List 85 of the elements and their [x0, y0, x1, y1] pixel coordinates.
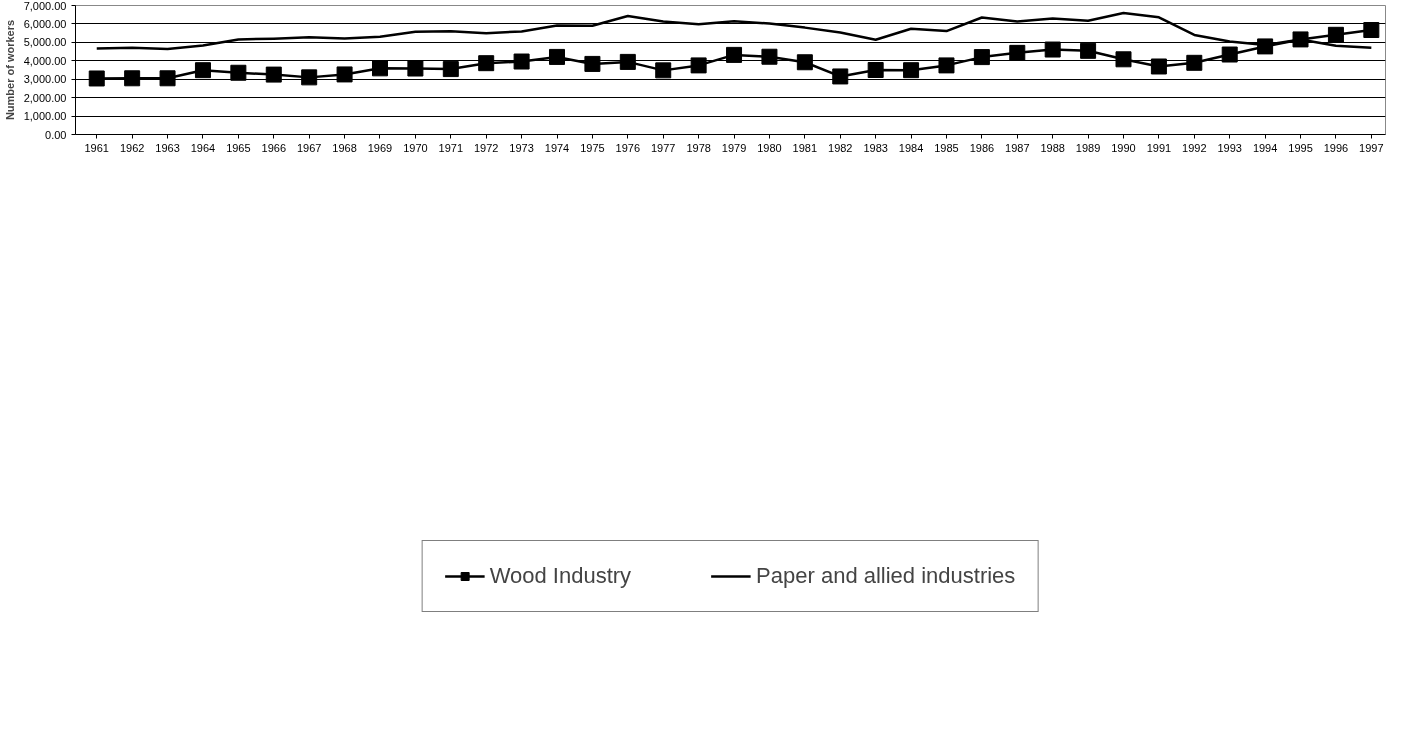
x-tick-label: 1986 — [969, 141, 995, 154]
x-tick-label: 1971 — [438, 141, 464, 154]
y-tick-label: 6,000.00 — [23, 17, 67, 30]
point — [549, 48, 566, 65]
point — [832, 68, 849, 85]
y-tick-label: 0.00 — [45, 128, 67, 141]
x-tick-label: 1975 — [580, 141, 605, 154]
x-tick-label: 1965 — [226, 141, 251, 154]
point — [407, 60, 424, 77]
point — [230, 64, 247, 81]
point — [867, 62, 884, 78]
x-tick-label: 1974 — [544, 141, 570, 154]
point — [371, 60, 388, 77]
x-tick-label: 1970 — [403, 141, 428, 154]
x-tick-label: 1976 — [615, 141, 641, 154]
point — [655, 62, 672, 79]
point — [1257, 38, 1274, 55]
point — [761, 48, 778, 65]
point — [584, 55, 601, 72]
x-tick-label: 1982 — [828, 141, 853, 154]
point — [1221, 46, 1238, 63]
point — [690, 57, 707, 74]
point — [903, 62, 920, 79]
y-tick-label: 2,000.00 — [23, 91, 67, 104]
point — [619, 53, 636, 70]
x-tick-label: 1963 — [155, 141, 180, 154]
point — [1044, 41, 1061, 58]
point — [1363, 22, 1380, 39]
x-tick-label: 1979 — [721, 141, 747, 154]
x-tick-label: 1964 — [190, 141, 216, 154]
point — [265, 66, 282, 83]
x-tick-label: 1991 — [1146, 141, 1172, 154]
point — [301, 69, 318, 86]
x-tick-label: 1966 — [261, 141, 287, 154]
legend-label: Wood Industry — [489, 562, 632, 589]
point — [159, 70, 176, 87]
point — [1009, 44, 1026, 61]
x-tick-label: 1962 — [119, 141, 145, 154]
point — [1186, 54, 1203, 71]
x-tick-label: 1981 — [792, 141, 818, 154]
point — [973, 49, 990, 66]
point — [726, 46, 743, 63]
x-tick-label: 1989 — [1075, 141, 1101, 154]
point — [336, 66, 353, 83]
x-tick-label: 1980 — [757, 141, 782, 154]
y-tick-label: 3,000.00 — [23, 73, 67, 86]
point — [513, 53, 530, 70]
point — [442, 61, 459, 78]
point — [938, 57, 955, 74]
point — [1327, 26, 1344, 43]
x-tick-label: 1961 — [84, 141, 109, 154]
x-tick-label: 1990 — [1111, 141, 1136, 154]
point — [194, 62, 211, 79]
point — [88, 70, 105, 87]
x-tick-label: 1987 — [1005, 141, 1030, 154]
x-tick-label: 1997 — [1359, 141, 1384, 154]
point — [124, 70, 141, 87]
x-tick-label: 1984 — [898, 141, 924, 154]
x-tick-label: 1985 — [934, 141, 959, 154]
y-tick-label: 1,000.00 — [23, 110, 67, 123]
point — [796, 54, 813, 71]
x-tick-label: 1983 — [863, 141, 888, 154]
point — [1292, 31, 1309, 48]
x-tick-label: 1972 — [473, 141, 499, 154]
x-tick-label: 1968 — [332, 141, 357, 154]
x-tick-label: 1967 — [296, 141, 322, 154]
x-tick-label: 1992 — [1182, 141, 1207, 154]
point — [1150, 58, 1167, 75]
y-tick-label: 4,000.00 — [23, 54, 67, 67]
y-tick-label: 5,000.00 — [23, 36, 67, 49]
y-axis-title: Number of workers — [3, 19, 16, 121]
x-tick-label: 1978 — [686, 141, 711, 154]
x-tick-label: 1993 — [1217, 141, 1242, 154]
x-tick-label: 1969 — [367, 141, 393, 154]
x-tick-label: 1994 — [1252, 141, 1278, 154]
x-tick-label: 1996 — [1323, 141, 1349, 154]
point — [478, 55, 495, 72]
point — [1080, 42, 1097, 59]
legend-label: Paper and allied industries — [756, 562, 1016, 589]
x-tick-label: 1995 — [1288, 141, 1313, 154]
x-tick-label: 1977 — [650, 141, 676, 154]
x-tick-label: 1973 — [509, 141, 534, 154]
x-tick-label: 1988 — [1040, 141, 1065, 154]
point — [1115, 51, 1132, 68]
y-tick-label: 7,000.00 — [23, 0, 67, 12]
